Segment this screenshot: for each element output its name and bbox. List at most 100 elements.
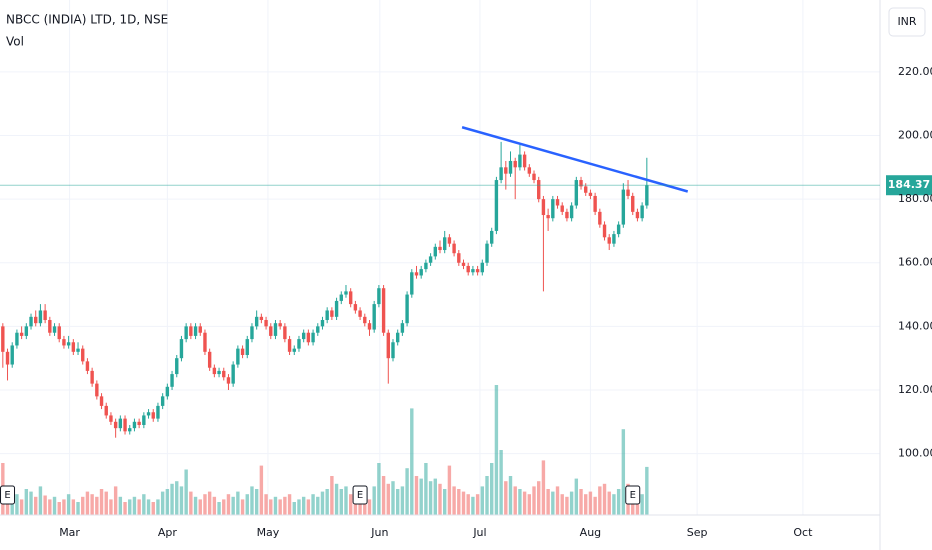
candle-body [584,186,588,193]
volume-indicator-label: Vol [6,35,24,49]
volume-bar [264,494,268,515]
candle-body [113,421,118,429]
volume-bar [113,486,118,515]
volume-bar [602,483,607,515]
candle-body [339,294,343,301]
candle-body [508,160,513,174]
volume-bar [85,491,90,515]
volume-bar [546,489,550,515]
candle-body [175,358,179,375]
candle-body [29,316,33,327]
volume-bar [461,491,466,515]
candle-body [626,189,630,196]
candle-body [52,326,57,333]
candle-body [330,310,334,317]
candle-body [344,291,348,295]
candle-body [367,323,372,330]
volume-bar [10,496,14,515]
candle-body [38,310,43,324]
volume-bar [104,491,108,515]
last-price-badge [886,175,932,196]
volume-bar [616,489,621,515]
currency-label[interactable]: INR [897,15,916,28]
volume-bar [353,496,358,515]
volume-bar [386,483,390,515]
earnings-marker-label: E [630,490,636,501]
volume-bar [250,486,254,515]
candle-body [414,272,419,276]
volume-bar [193,496,198,515]
volume-bar [584,494,588,515]
candle-body [513,160,517,168]
volume-bar [457,489,461,515]
volume-bar [226,494,231,515]
volume-bar [395,489,400,515]
candle-body [76,348,80,352]
volume-bar [207,491,212,515]
y-tick-label: 200.00 [898,129,932,142]
volume-bar [269,499,273,515]
volume-bar [29,491,33,515]
candle-body [560,205,564,212]
candle-body [466,265,470,273]
volume-bar [475,494,480,515]
volume-bar [367,499,372,515]
candle-body [19,332,24,336]
volume-bar [99,489,104,515]
candle-body [66,342,71,346]
candle-body [635,211,640,219]
candle-body [118,418,123,429]
volume-bar [414,476,419,515]
volume-bar [588,491,593,515]
candle-body [297,339,301,349]
volume-bar [428,481,433,515]
volume-bar [90,494,94,515]
overlay-layer: 184.37 E E E [0,126,932,505]
candle-body [165,386,170,397]
candle-body [104,405,108,416]
candle-body [480,262,485,273]
volume-bar [438,483,442,515]
candle-body [433,246,437,257]
candle-body [381,288,386,333]
volume-bar [132,496,137,515]
volume-bar [71,499,76,515]
volume-bar [433,478,437,515]
earnings-marker [625,485,641,505]
volume-bar [645,466,649,515]
volume-bar [240,499,245,515]
volume-bar [471,496,475,515]
candle-body [325,310,329,321]
candle-body [179,339,184,359]
earnings-marker-label: E [357,490,363,501]
earnings-marker-label: E [4,490,10,501]
volume-bar [372,486,376,515]
volume-bar [565,496,569,515]
volume-bar [66,494,71,515]
volume-bar [560,494,564,515]
candle-body [485,243,489,263]
volume-bar [292,502,296,515]
currency-button[interactable] [888,7,926,37]
candle-body [438,246,442,251]
candle-body [123,418,127,432]
volume-bar [52,496,57,515]
candle-body [504,167,508,174]
y-tick-label: 160.00 [898,256,932,269]
candle-body [527,167,532,174]
volume-bar [400,486,405,515]
earnings-marker [0,485,16,505]
volume-bar [508,476,513,515]
x-tick-label: Mar [59,526,80,539]
candle-body [48,320,52,333]
candle-body [518,154,522,168]
candle-body [109,415,113,422]
candle-body [522,154,527,168]
volume-bar [391,481,395,515]
candle-body [146,412,151,416]
chart-title: NBCC (INDIA) LTD, 1D, NSE [6,13,168,27]
candle-body [311,332,315,343]
candle-body [410,272,414,295]
candle-body [236,348,240,365]
candle-body [151,412,155,419]
